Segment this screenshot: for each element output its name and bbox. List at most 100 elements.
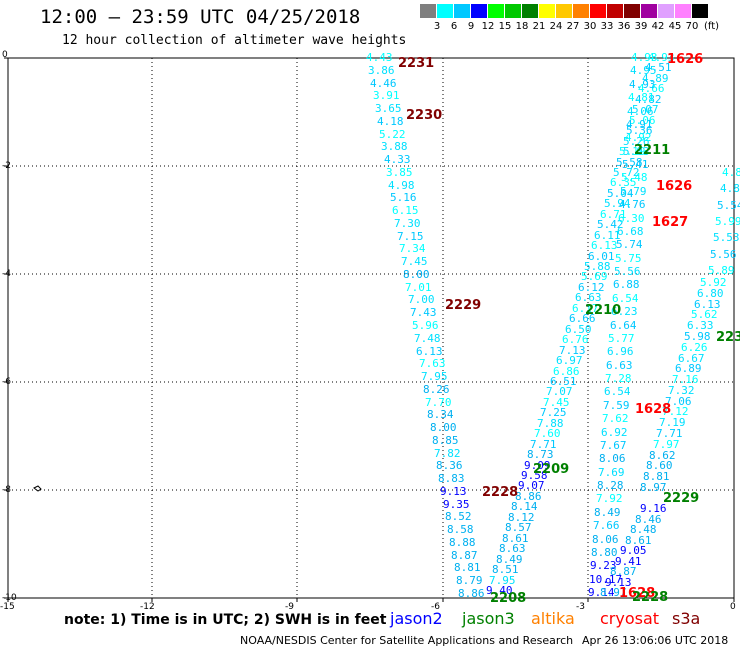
legend-item-altika: altika	[531, 609, 575, 628]
wave-height-value: 7.70	[425, 396, 452, 409]
plot-frame	[7, 57, 735, 599]
scale-label: 36	[617, 21, 631, 32]
wave-height-value: 8.51	[492, 563, 519, 576]
wave-height-value: 8.52	[445, 510, 472, 523]
wave-height-value: 7.95	[489, 574, 516, 587]
scale-swatch	[590, 4, 606, 18]
wave-height-value: 5.56	[614, 265, 641, 278]
scale-swatch	[573, 4, 589, 18]
wave-height-value: 3.86	[368, 64, 395, 77]
wave-height-value: 7.95	[421, 370, 448, 383]
scale-label: 27	[566, 21, 580, 32]
wave-height-value: 7.13	[559, 344, 586, 357]
wave-height-value: 8.36	[436, 459, 463, 472]
scale-swatch	[641, 4, 657, 18]
scale-label: 42	[651, 21, 665, 32]
wave-height-value: 5.72	[613, 166, 640, 179]
wave-height-value: 8.79	[456, 574, 483, 587]
wave-height-value: 4.06	[627, 105, 654, 118]
wave-height-value: 4.43	[366, 51, 393, 64]
wave-height-value: 8.61	[625, 534, 652, 547]
wave-height-value: 7.25	[540, 406, 567, 419]
scale-swatch	[675, 4, 691, 18]
scale-label: 33	[600, 21, 614, 32]
wave-height-value: 8.49	[594, 506, 621, 519]
time-label: 1626	[656, 179, 693, 194]
wave-height-value: 4.93	[629, 78, 656, 91]
time-label: 2229	[445, 298, 482, 313]
wave-height-value: 8.26	[423, 383, 450, 396]
wave-height-value: 8.73	[527, 448, 554, 461]
scale-label: 9	[467, 21, 475, 32]
wave-height-value: 6.63	[606, 359, 633, 372]
scale-swatch	[624, 4, 640, 18]
wave-height-value: 7.82	[434, 447, 461, 460]
legend-item-s3a: s3a	[672, 609, 701, 628]
wave-height-value: 6.50	[565, 323, 592, 336]
y-tick-label: 0	[2, 50, 8, 60]
wave-height-value: 9.16	[640, 502, 667, 515]
wave-height-value: 8.62	[649, 449, 676, 462]
wave-height-value: 4.98	[388, 179, 415, 192]
wave-height-value: 6.92	[601, 426, 628, 439]
scale-label: 45	[668, 21, 682, 32]
wave-height-value: 9.23	[590, 559, 617, 572]
legend-item-jason3: jason3	[462, 609, 515, 628]
wave-height-value: 7.34	[399, 242, 426, 255]
wave-height-value: 5.92	[700, 276, 727, 289]
wave-height-value: 5.07	[632, 103, 659, 116]
wave-height-value: 9.05	[620, 544, 647, 557]
wave-height-value: 8.00	[430, 421, 457, 434]
x-tick-label: -3	[576, 602, 585, 612]
scale-label: 39	[634, 21, 648, 32]
wave-height-value: 4.82	[635, 93, 662, 106]
scale-swatch	[471, 4, 487, 18]
wave-height-value: 5.54	[717, 199, 740, 212]
wave-height-value: 7.16	[672, 373, 699, 386]
wave-height-value: 8.00	[403, 268, 430, 281]
wave-height-value: 6.13	[416, 345, 443, 358]
wave-height-value: 6.76	[562, 333, 589, 346]
wave-height-value: 7.48	[414, 332, 441, 345]
time-label: 1628	[619, 586, 656, 601]
wave-height-value: 8.86	[458, 587, 485, 600]
scale-swatch	[556, 4, 572, 18]
scale-label: 30	[583, 21, 597, 32]
wave-height-value: 8.14	[511, 500, 538, 513]
wave-height-value: 5.16	[390, 191, 417, 204]
wave-height-value: 9.14	[588, 586, 615, 599]
y-tick-label: -2	[2, 161, 11, 171]
x-tick-label: 0	[730, 602, 736, 612]
scale-swatch	[522, 4, 538, 18]
wave-height-value: 9.07	[518, 479, 545, 492]
scale-swatch	[420, 4, 436, 18]
wave-height-value: 7.62	[602, 412, 629, 425]
wave-height-value: 6.12	[578, 281, 605, 294]
wave-height-value: 5.41	[622, 158, 649, 171]
scale-label: 24	[549, 21, 563, 32]
wave-height-value: 6.26	[681, 341, 708, 354]
wave-height-value: 6.80	[697, 287, 724, 300]
wave-height-value: 7.66	[593, 519, 620, 532]
wave-height-value: 6.13	[694, 298, 721, 311]
wave-height-value: 6.54	[612, 292, 639, 305]
wave-height-value: 4.33	[384, 153, 411, 166]
wave-height-value: 7.71	[656, 427, 683, 440]
wave-height-value: 7.19	[659, 416, 686, 429]
wave-height-value: 5.36	[626, 124, 653, 137]
wave-height-value: 5.96	[412, 319, 439, 332]
wave-height-value: 5.58	[616, 156, 643, 169]
footer-note: note: 1) Time is in UTC; 2) SWH is in fe…	[64, 612, 387, 628]
wave-height-value: 6.11	[594, 229, 621, 242]
wave-height-value: 5.74	[616, 238, 643, 251]
timestamp-text: Apr 26 13:06:06 UTC 2018	[582, 634, 729, 647]
time-label: 2211	[634, 143, 671, 158]
wave-height-value: 6.68	[617, 225, 644, 238]
wave-height-value: 9.09	[524, 459, 551, 472]
wave-height-value: 4.92	[625, 131, 652, 144]
wave-height-value: 8.46	[635, 513, 662, 526]
wave-height-value: 7.01	[405, 281, 432, 294]
scale-swatch	[692, 4, 708, 18]
wave-height-value: 7.69	[598, 466, 625, 479]
wave-height-value: 4.18	[377, 115, 404, 128]
